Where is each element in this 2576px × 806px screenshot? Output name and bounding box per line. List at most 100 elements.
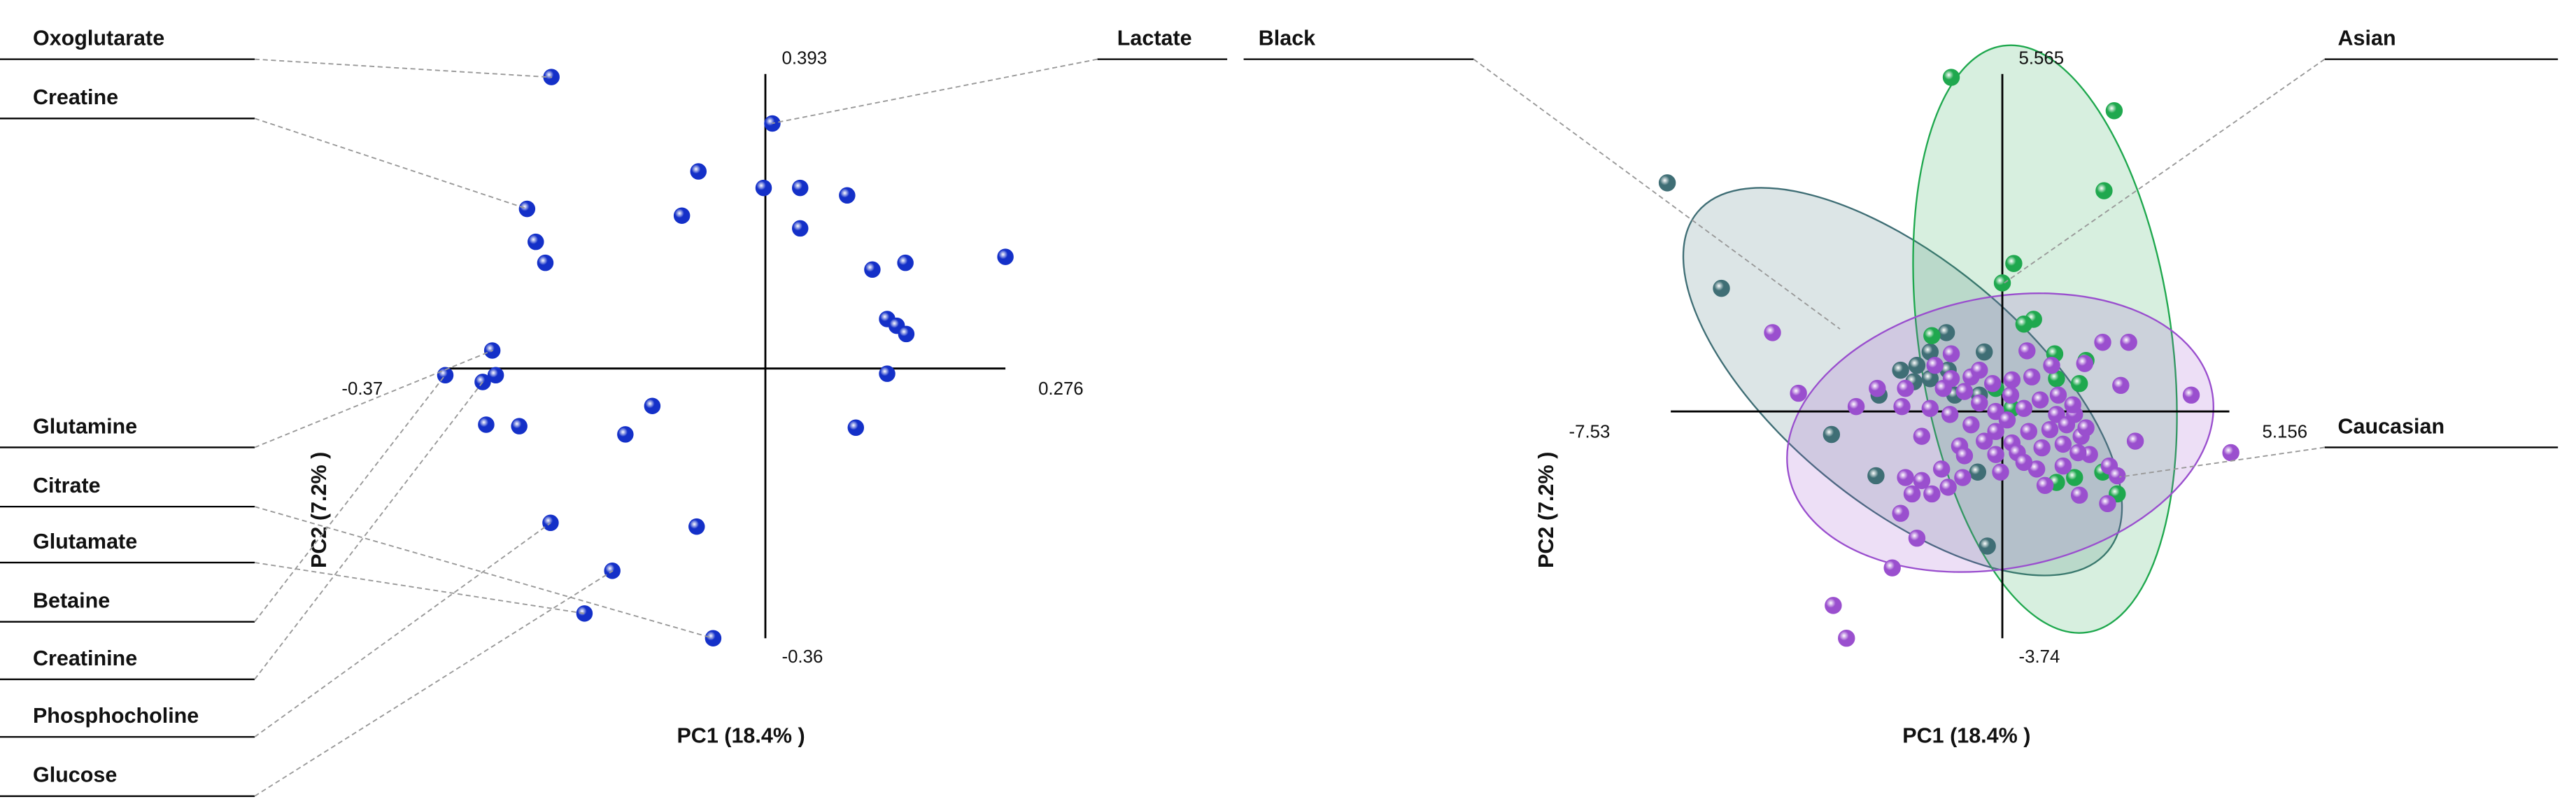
data-point (487, 367, 504, 384)
data-point (1847, 397, 1865, 416)
data-point (2064, 396, 2081, 413)
data-point (2048, 406, 2065, 423)
data-point (1955, 383, 1974, 400)
leader-line (254, 506, 714, 639)
annotation-label: Glutamine (33, 414, 137, 438)
data-point (1954, 469, 1972, 486)
data-point (1897, 379, 1914, 397)
data-point (2095, 182, 2113, 199)
data-point (2015, 453, 2033, 472)
x-tick-label: 5.156 (2262, 422, 2307, 441)
data-point (705, 630, 722, 646)
data-point (864, 261, 881, 278)
data-point (1867, 467, 1885, 485)
data-point (511, 418, 528, 434)
data-point (1983, 374, 2002, 393)
leader-line (2119, 446, 2325, 478)
leader-line (254, 118, 528, 210)
data-point (1941, 406, 1959, 423)
data-point (2015, 400, 2033, 417)
data-point (2020, 423, 2038, 440)
data-point (755, 179, 772, 197)
y-tick-label: 0.393 (781, 48, 827, 68)
data-point (1658, 174, 1676, 192)
annotation-label: Phosphocholine (33, 704, 199, 728)
data-point (1998, 411, 2016, 429)
annotation-label: Betaine (33, 589, 110, 613)
leader-line (254, 374, 446, 623)
y-axis-title: PC2 (7.2% ) (307, 452, 331, 568)
data-point (1823, 425, 1841, 444)
y-tick-label: 5.565 (2019, 48, 2065, 68)
data-point (791, 220, 809, 237)
data-point (791, 179, 809, 197)
data-point (2031, 391, 2049, 409)
data-point (847, 419, 865, 437)
data-point (1908, 529, 1926, 547)
data-point (1897, 469, 1914, 486)
data-point (1971, 361, 1988, 379)
leader-line (254, 58, 553, 78)
x-axis-title: PC1 (18.4% ) (1902, 723, 2030, 747)
y-tick-label: -0.36 (781, 647, 823, 667)
data-point (2036, 476, 2054, 495)
data-point (2109, 467, 2126, 485)
data-point (2070, 486, 2088, 504)
x-tick-label: -0.37 (341, 379, 383, 399)
data-point (1934, 379, 1952, 397)
data-point (1987, 446, 2004, 463)
leader-line (254, 349, 493, 448)
data-point (2033, 439, 2051, 457)
data-point (1987, 402, 2004, 420)
plot-layer (444, 73, 1006, 639)
data-point (1937, 324, 1955, 341)
data-point (2077, 419, 2095, 437)
annotation-label: Glucose (33, 763, 117, 787)
data-point (1992, 463, 2009, 481)
data-point (1979, 537, 1996, 555)
data-point (2005, 255, 2023, 272)
y-axis-title: PC2 (7.2% ) (1534, 452, 1558, 568)
data-point (1923, 485, 1941, 503)
data-point (2112, 376, 2130, 395)
data-point (2105, 102, 2123, 120)
data-point (898, 325, 915, 343)
data-point (688, 518, 705, 535)
data-point (2094, 334, 2111, 351)
data-point (617, 426, 634, 443)
data-point (2099, 495, 2116, 513)
data-point (673, 207, 691, 224)
x-tick-label: 0.276 (1038, 379, 1084, 399)
data-point (2126, 432, 2144, 450)
series-label: Asian (2338, 26, 2396, 50)
data-point (2066, 469, 2083, 486)
leader-line (254, 381, 484, 680)
data-point (2015, 316, 2033, 333)
data-point (1942, 345, 1960, 362)
leader-line (254, 562, 586, 614)
data-point (1932, 460, 1951, 478)
data-point (1942, 69, 1960, 86)
data-point (1892, 504, 1909, 522)
annotation-label: Creatine (33, 85, 118, 109)
data-point (518, 200, 536, 218)
data-point (690, 163, 707, 180)
data-point (2002, 386, 2020, 404)
data-point (542, 514, 559, 532)
data-point (1913, 472, 1931, 490)
leader-line (254, 570, 614, 797)
data-point (2041, 420, 2059, 439)
x-axis-title: PC1 (18.4% ) (677, 723, 805, 747)
data-point (2070, 374, 2088, 393)
data-point (2120, 334, 2137, 351)
data-point (1903, 485, 1921, 503)
data-point (2054, 457, 2072, 475)
data-point (1908, 356, 1926, 374)
data-point (1962, 416, 1980, 434)
data-point (2069, 444, 2087, 462)
data-point (1790, 384, 1807, 402)
data-point (1913, 427, 1931, 445)
leader-line (772, 58, 1098, 125)
